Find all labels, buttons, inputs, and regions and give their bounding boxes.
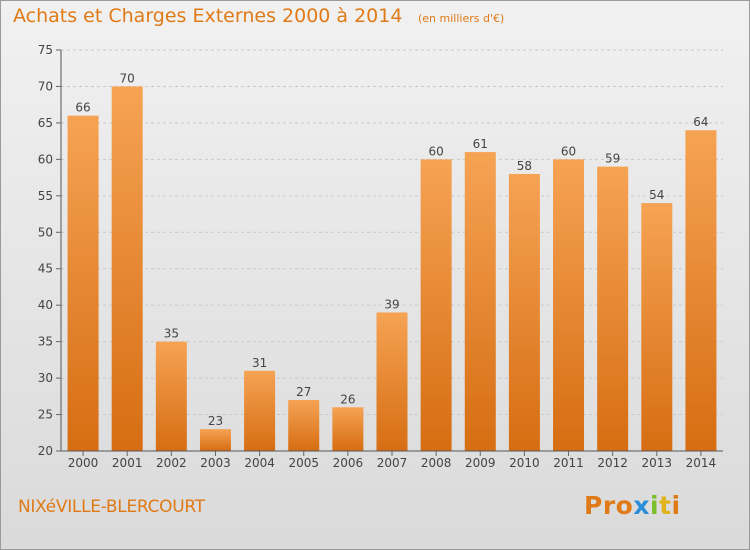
y-tick-label: 25 [38, 408, 53, 422]
y-tick-label: 65 [38, 116, 53, 130]
y-tick-label: 70 [38, 79, 53, 93]
axis-layer: 20 25 30 35 40 45 50 55 60 65 70 75 2000 2001 2002 2003… [38, 43, 723, 470]
bar [332, 407, 364, 451]
bar [111, 86, 143, 452]
bar [641, 203, 673, 451]
bar [244, 370, 276, 451]
data-label: 59 [605, 152, 620, 166]
bar [508, 173, 540, 452]
label-layer: 66 70 35 23 31 27 26 39 60 61 58 60 59 54 64 [75, 71, 708, 428]
data-label: 58 [517, 159, 532, 173]
brand-logo: Proxiti [584, 491, 681, 520]
x-tick-label: 2005 [288, 456, 319, 470]
y-tick-label: 60 [38, 152, 53, 166]
chart-unit: (en milliers d'€) [418, 12, 505, 25]
y-tick-label: 35 [38, 335, 53, 349]
data-label: 60 [428, 144, 443, 158]
bar-layer [67, 86, 717, 452]
bar [288, 399, 320, 451]
x-tick-label: 2007 [377, 456, 408, 470]
bar [376, 312, 408, 451]
x-tick-label: 2000 [68, 456, 99, 470]
x-tick-label: 2009 [465, 456, 496, 470]
bar [464, 152, 496, 451]
bar [155, 341, 187, 451]
data-label: 61 [473, 137, 488, 151]
commune-name: NIXéVILLE-BLERCOURT [18, 497, 205, 517]
bar [67, 115, 99, 452]
data-label: 26 [340, 392, 355, 406]
x-tick-label: 2001 [112, 456, 143, 470]
x-tick-label: 2012 [597, 456, 628, 470]
data-label: 27 [296, 385, 311, 399]
x-tick-label: 2006 [333, 456, 364, 470]
y-tick-label: 20 [38, 444, 53, 458]
data-label: 54 [649, 188, 664, 202]
x-tick-label: 2004 [244, 456, 275, 470]
y-tick-label: 45 [38, 262, 53, 276]
data-label: 64 [693, 115, 708, 129]
data-label: 70 [120, 71, 135, 85]
chart-title: Achats et Charges Externes 2000 à 2014 [13, 5, 403, 27]
bar [420, 159, 452, 451]
data-label: 60 [561, 144, 576, 158]
x-tick-label: 2013 [642, 456, 673, 470]
x-tick-label: 2008 [421, 456, 452, 470]
data-label: 31 [252, 356, 267, 370]
y-tick-label: 55 [38, 189, 53, 203]
y-tick-label: 30 [38, 371, 53, 385]
x-tick-label: 2010 [509, 456, 540, 470]
y-tick-label: 50 [38, 225, 53, 239]
data-label: 66 [75, 101, 90, 115]
y-tick-label: 75 [38, 43, 53, 57]
bar [685, 130, 717, 451]
data-label: 35 [164, 327, 179, 341]
bar [553, 159, 585, 451]
x-tick-label: 2002 [156, 456, 187, 470]
bar [199, 429, 231, 451]
y-tick-label: 40 [38, 298, 53, 312]
x-tick-label: 2014 [686, 456, 717, 470]
x-tick-label: 2003 [200, 456, 231, 470]
data-label: 23 [208, 414, 223, 428]
x-tick-label: 2011 [553, 456, 584, 470]
bar [597, 166, 629, 451]
data-label: 39 [384, 297, 399, 311]
